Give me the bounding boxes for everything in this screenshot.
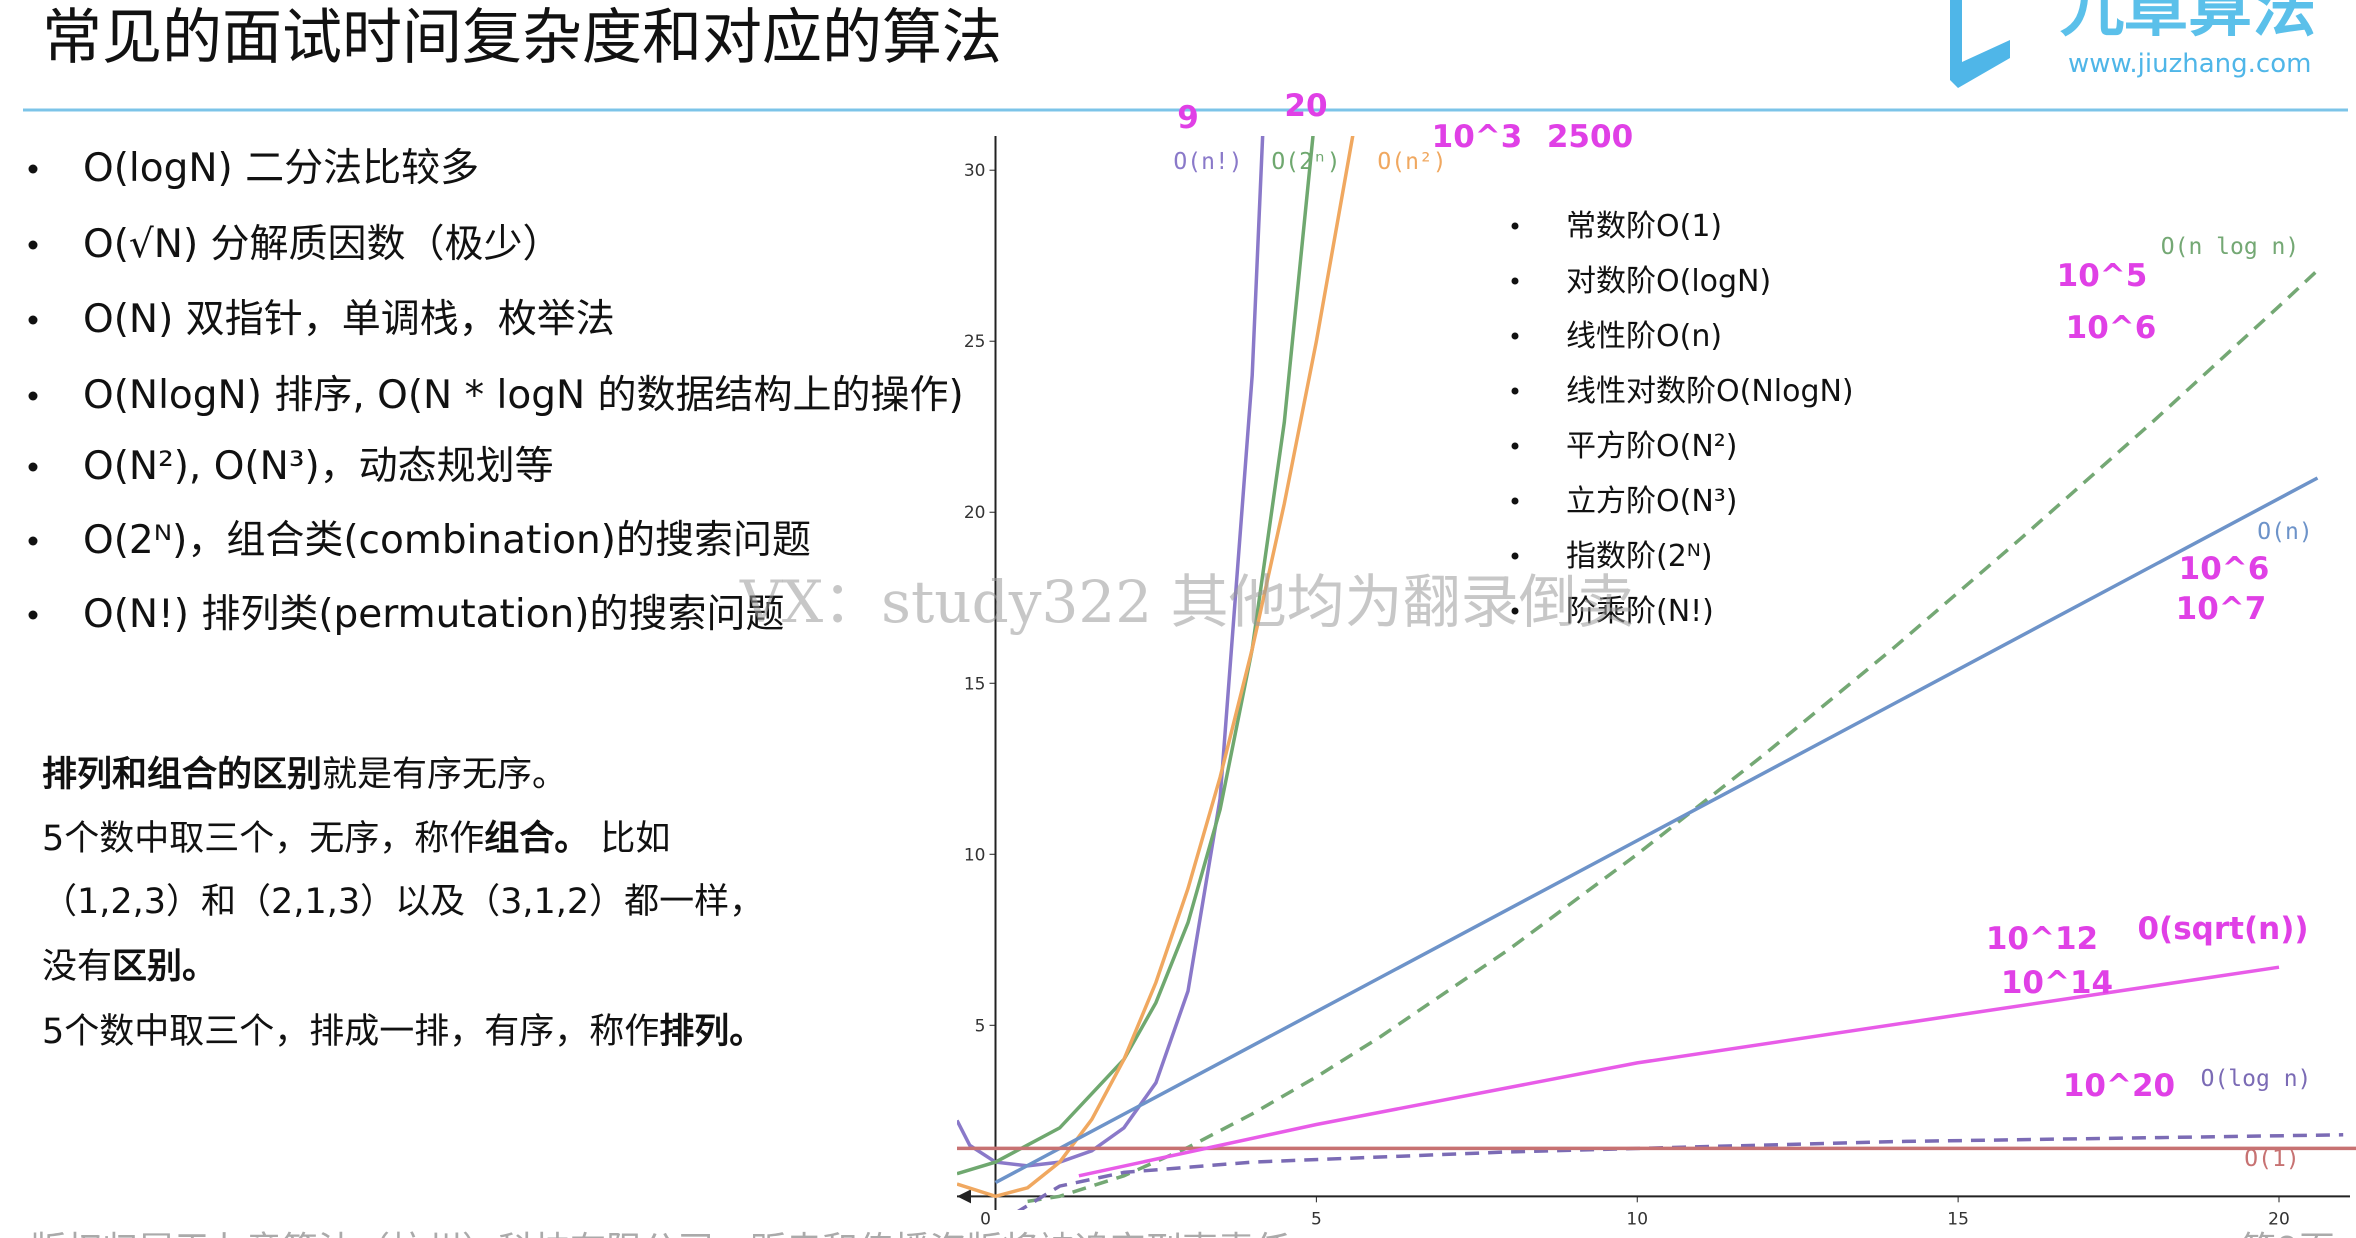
annotation: 10^3: [1432, 119, 1523, 155]
curve-label: 0(sqrt(n)): [2137, 911, 2308, 947]
curve: [1027, 269, 2319, 1204]
x-tick-label: 5: [1311, 1209, 1322, 1229]
legend-dot: [1511, 222, 1519, 230]
annotation: 2500: [1547, 119, 1633, 155]
paragraph-line: （1,2,3）和（2,1,3）以及（3,1,2）都一样，: [42, 882, 764, 922]
y-tick-label: 10: [964, 845, 986, 865]
legend-item: 对数阶O(logN): [1566, 264, 1771, 299]
bullet-dot: [28, 462, 38, 472]
paragraph-segment: 区别。: [112, 947, 217, 987]
annotation: 20: [1284, 88, 1327, 124]
bullet-text: O(2ᴺ)，组合类(combination)的搜索问题: [83, 518, 811, 563]
y-tick-label: 20: [964, 503, 986, 523]
bullet-dot: [28, 315, 38, 325]
bullet-dot: [28, 391, 38, 401]
title: 常见的面试时间复杂度和对应的算法: [42, 3, 1002, 73]
bullet-text: O(NlogN) 排序, O(N * logN 的数据结构上的操作): [83, 373, 964, 418]
annotation: 9: [1177, 100, 1199, 136]
legend-dot: [1511, 442, 1519, 450]
logo-text: 九章算法: [2060, 0, 2316, 46]
x-tick-label: 10: [1626, 1209, 1648, 1229]
x-tick-label: 0: [980, 1209, 991, 1229]
logo-mark: [1950, 0, 2010, 88]
legend-item: 线性对数阶O(NlogN): [1566, 374, 1854, 409]
legend-item: 阶乘阶(N!): [1566, 594, 1714, 629]
curve: [957, 136, 1265, 1168]
curve-label: O(n log n): [2161, 234, 2299, 260]
bullet-dot: [28, 240, 38, 250]
curve: [1017, 1133, 2344, 1210]
paragraph-segment: 排列。: [659, 1012, 764, 1052]
legend-item: 平方阶O(N²): [1566, 429, 1738, 464]
paragraph-segment: 5个数中取三个，排成一排，有序，称作: [42, 1012, 659, 1052]
paragraph-segment: 组合。: [484, 819, 589, 859]
watermark: VX：study322 其他均为翻录倒卖: [739, 568, 1635, 636]
paragraph-segment: 排列和组合的区别: [42, 755, 322, 795]
logo-url: www.jiuzhang.com: [2068, 49, 2311, 79]
paragraph-segment: 没有: [42, 947, 112, 987]
y-tick-label: 15: [964, 674, 986, 694]
legend-item: 常数阶O(1): [1566, 209, 1722, 244]
bullet-list: O(logN) 二分法比较多 O(√N) 分解质因数（极少） O(N) 双指针，单调…: [28, 146, 964, 637]
annotation: 10^20: [2063, 1068, 2175, 1104]
annotation: 10^5: [2057, 258, 2148, 294]
x-tick-label: 20: [2268, 1209, 2290, 1229]
paragraph-line: 没有区别。: [42, 947, 217, 987]
plot-area: [957, 136, 2356, 1210]
paragraph-line: 5个数中取三个，排成一排，有序，称作排列。: [42, 1012, 764, 1052]
legend-item: 线性阶O(n): [1566, 319, 1722, 354]
x-axis-arrow: [957, 1189, 971, 1204]
curve-label: O(2ⁿ): [1271, 149, 1340, 175]
curve-label: O(n!): [1173, 149, 1242, 175]
legend-item: 立方阶O(N³): [1566, 484, 1738, 519]
annotation: 10^14: [2001, 965, 2113, 1001]
curve-label: O(log n): [2201, 1066, 2312, 1092]
curve: [994, 476, 2319, 1185]
legend-dot: [1511, 332, 1519, 340]
legend-item: 指数阶(2ᴺ): [1566, 539, 1713, 574]
bullet-text: O(N) 双指针，单调栈，枚举法: [83, 297, 615, 342]
bullet-text: O(logN) 二分法比较多: [83, 146, 479, 191]
bullet-text: O(N!) 排列类(permutation)的搜索问题: [83, 592, 784, 637]
curve-label: O(n²): [1377, 149, 1446, 175]
legend-dot: [1511, 277, 1519, 285]
x-tick-label: 15: [1947, 1209, 1969, 1229]
paragraph-segment: 5个数中取三个，无序，称作: [42, 819, 484, 859]
y-tick-label: 25: [964, 332, 986, 352]
annotation: 10^7: [2176, 591, 2267, 627]
legend-dot: [1511, 497, 1519, 505]
paragraph-segment: 比如: [589, 819, 670, 859]
y-tick-label: 30: [964, 161, 986, 181]
curve: [957, 136, 1355, 1199]
annotation: 10^6: [2066, 310, 2157, 346]
annotation: 10^6: [2179, 551, 2270, 587]
paragraph-line: 排列和组合的区别就是有序无序。: [42, 755, 567, 795]
bullet-text: O(√N) 分解质因数（极少）: [83, 222, 562, 267]
chart: 0 5 10 15 20 5 10 15 20 25 30 O(n!) O(2ⁿ) O(n²) O(n lo…: [957, 88, 2356, 1229]
curve-label: O(1): [2244, 1146, 2299, 1172]
curve: [1078, 965, 2280, 1178]
bullet-dot: [28, 164, 38, 174]
bullet-dot: [28, 610, 38, 620]
footer-page: 第9页: [2240, 1230, 2335, 1238]
curve: [957, 136, 1315, 1176]
footer-copyright: 版权归属于九章算法（杭州）科技有限公司，贩卖和传播盗版将被追究刑事责任: [30, 1230, 1290, 1238]
annotation: 10^12: [1986, 921, 2098, 957]
legend-dot: [1511, 552, 1519, 560]
paragraph-line: 5个数中取三个，无序，称作组合。 比如: [42, 819, 670, 859]
bullet-dot: [28, 536, 38, 546]
paragraph-segment: 就是有序无序。: [322, 755, 567, 795]
paragraph: 排列和组合的区别就是有序无序。 5个数中取三个，无序，称作组合。 比如 （1,2,3…: [42, 755, 764, 1052]
paragraph-segment: （1,2,3）和（2,1,3）以及（3,1,2）都一样，: [42, 882, 764, 922]
bullet-text: O(N²), O(N³)，动态规划等: [83, 444, 554, 489]
curve-label: O(n): [2257, 519, 2312, 545]
legend-dot: [1511, 387, 1519, 395]
y-tick-label: 5: [975, 1016, 986, 1036]
legend-dot: [1511, 607, 1519, 615]
